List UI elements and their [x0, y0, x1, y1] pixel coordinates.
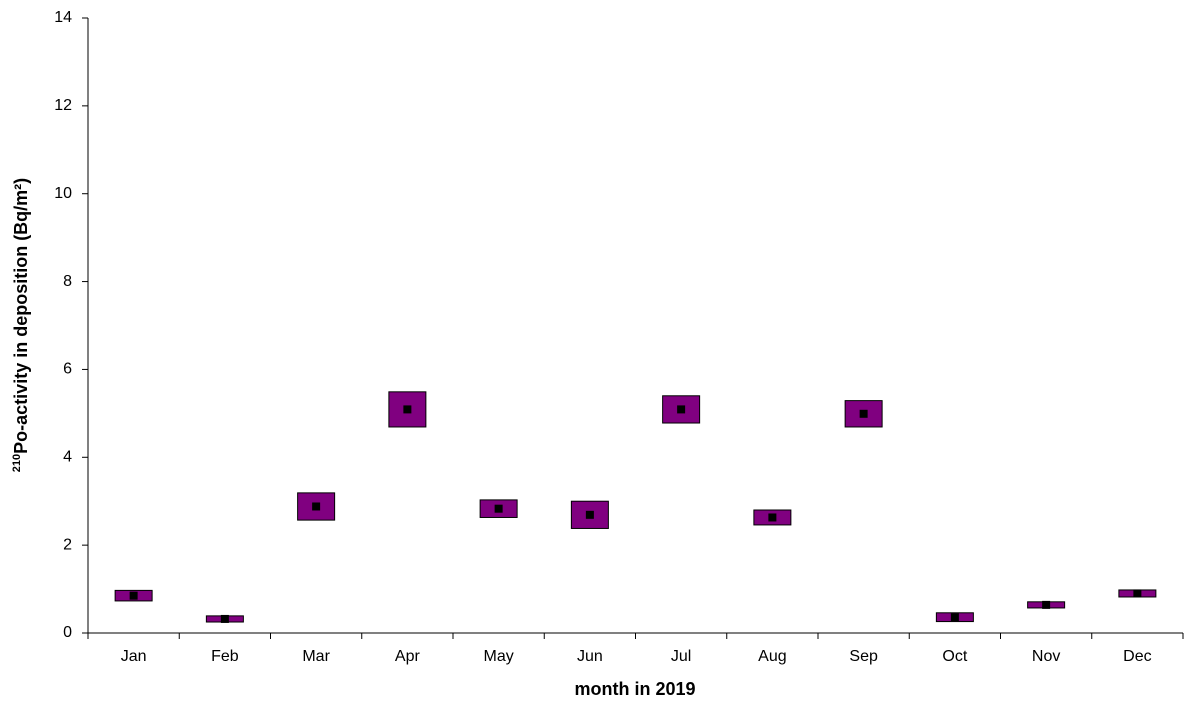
x-tick-label: Aug: [758, 648, 786, 665]
y-tick-label: 0: [63, 624, 72, 641]
marker: [859, 409, 868, 418]
y-tick-label: 14: [54, 9, 72, 26]
x-axis-title: month in 2019: [574, 679, 695, 699]
x-tick-label: Oct: [942, 648, 967, 665]
marker: [585, 510, 594, 519]
y-tick-label: 6: [63, 361, 72, 378]
x-tick-label: Dec: [1123, 648, 1151, 665]
marker: [494, 504, 503, 513]
y-axis-title-main: Po-activity in deposition (Bq/m²): [11, 178, 31, 454]
x-tick-label: Sep: [849, 648, 878, 665]
x-tick-label: Jan: [121, 648, 147, 665]
x-tick-label: Apr: [395, 648, 421, 665]
error-box: [297, 492, 336, 521]
x-tick-label: Feb: [211, 648, 239, 665]
marker: [768, 513, 777, 522]
x-tick-label: May: [484, 648, 514, 665]
y-tick-label: 2: [63, 536, 72, 553]
marker: [220, 614, 229, 623]
marker: [129, 591, 138, 600]
marker: [677, 405, 686, 414]
marker: [1133, 589, 1142, 598]
x-tick-label: Mar: [302, 648, 330, 665]
x-tick-label: Jul: [671, 648, 691, 665]
y-tick-label: 12: [54, 97, 72, 114]
marker: [1042, 600, 1051, 609]
y-tick-label: 4: [63, 449, 72, 466]
x-tick-label: Nov: [1032, 648, 1060, 665]
marker: [403, 405, 412, 414]
marker: [312, 502, 321, 511]
y-tick-label: 10: [54, 185, 72, 202]
x-tick-label: Jun: [577, 648, 603, 665]
marker: [950, 613, 959, 622]
y-axis-title-sup: 210: [11, 454, 23, 472]
y-axis-title: 210Po-activity in deposition (Bq/m²): [11, 178, 31, 472]
y-tick-label: 8: [63, 273, 72, 290]
